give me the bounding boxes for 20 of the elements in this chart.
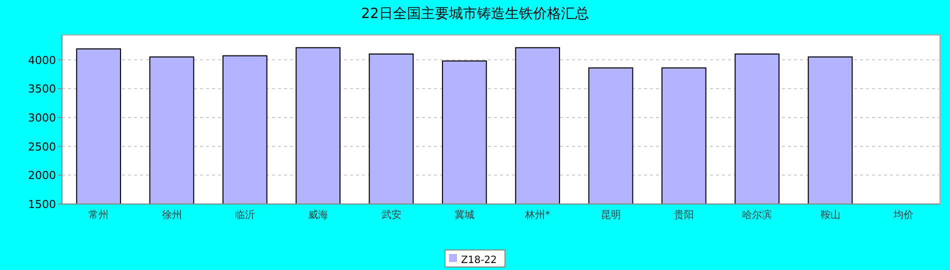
x-tick-label: 贵阳 [674,209,694,221]
x-tick-label: 威海 [308,209,328,221]
y-tick-label: 3000 [28,111,56,124]
x-tick-label: 均价 [892,209,914,221]
x-tick-label: 冀城 [454,209,474,221]
x-tick-label: 武安 [381,209,402,221]
legend-label: Z18-22 [461,255,497,266]
x-tick-label: 临沂 [234,209,255,221]
chart-title: 22日全国主要城市铸造生铁价格汇总 [361,6,589,22]
y-tick-label: 3500 [28,82,56,96]
x-tick-label: 徐州 [162,209,182,221]
x-tick-label: 林州* [524,209,550,221]
x-tick-label: 常州 [88,209,109,221]
y-tick-label: 2500 [28,140,56,154]
y-tick-label: 1500 [28,198,56,211]
x-tick-label: 哈尔滨 [742,209,772,221]
x-tick-label: 昆明 [600,210,621,221]
x-tick-label: 鞍山 [820,209,840,221]
y-tick-label: 2000 [28,169,56,182]
y-tick-label: 4000 [28,54,56,67]
